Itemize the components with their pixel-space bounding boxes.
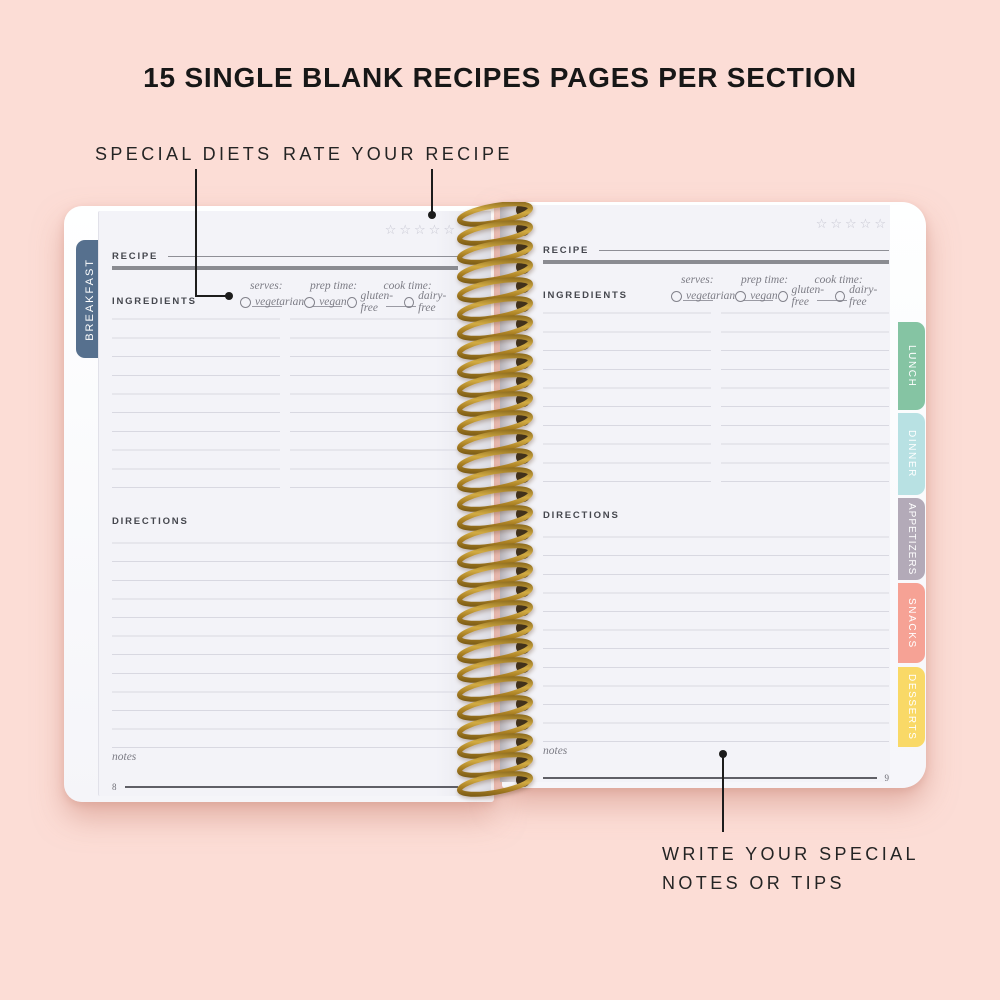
page-number: 8	[112, 782, 117, 792]
divider-rule	[112, 266, 458, 270]
cook-time-label: cook time:	[383, 280, 432, 292]
ingredients-lines-right	[721, 295, 889, 482]
directions-write-area	[112, 525, 458, 748]
recipe-title-row: RECIPE	[112, 251, 458, 262]
section-tab-desserts-label: DESSERTS	[906, 673, 917, 741]
section-tab-breakfast-label: BREAKFAST	[83, 257, 96, 341]
callout-line-special-diets	[195, 169, 197, 297]
recipe-page-right: ☆☆☆☆☆ RECIPE serves: prep time: cook tim…	[543, 205, 889, 783]
section-tab-desserts: DESSERTS	[898, 667, 925, 747]
section-tab-dinner: DINNER	[898, 413, 925, 495]
serves-label: serves:	[250, 280, 283, 292]
recipe-blank-line	[599, 250, 889, 251]
page-title: 15 SINGLE BLANK RECIPES PAGES PER SECTIO…	[143, 62, 857, 93]
callout-special-diets: SPECIAL DIETS	[95, 144, 273, 164]
callout-write-notes-line1: WRITE YOUR SPECIAL	[662, 844, 919, 864]
page-number-row: 8	[112, 782, 458, 792]
page-number: 9	[884, 773, 890, 783]
callout-rate-recipe: RATE YOUR RECIPE	[283, 144, 513, 164]
callout-dot-special-diets	[225, 292, 233, 300]
section-tab-appetizers-label: APPETIZERS	[906, 502, 917, 576]
ingredients-write-area	[543, 295, 889, 482]
section-tab-snacks-label: SNACKS	[906, 597, 917, 649]
section-tab-lunch-label: LUNCH	[906, 344, 917, 388]
ingredients-lines-left	[543, 295, 711, 482]
directions-label: DIRECTIONS	[543, 510, 620, 521]
ingredients-lines-right	[290, 301, 458, 488]
section-tab-snacks: SNACKS	[898, 583, 925, 663]
section-tab-dinner-label: DINNER	[906, 430, 917, 478]
times-row: serves: prep time: cook time:	[250, 276, 458, 312]
star-rating-icons: ☆☆☆☆☆	[815, 217, 889, 232]
callout-dot-write-notes	[719, 750, 727, 758]
callout-line-rate-recipe	[431, 169, 433, 214]
page-number-row: 9	[543, 773, 889, 783]
section-tab-appetizers: APPETIZERS	[898, 498, 925, 580]
prep-time-label: prep time:	[309, 280, 358, 292]
prep-time-label: prep time:	[740, 274, 789, 286]
recipe-label: RECIPE	[112, 251, 159, 262]
directions-write-area	[543, 519, 889, 742]
ingredients-write-area	[112, 301, 458, 488]
callout-line-special-diets-elbow	[195, 295, 228, 297]
spiral-binding-icon	[450, 202, 542, 802]
page-number-line	[543, 777, 877, 779]
page-number-line	[124, 786, 458, 788]
recipe-title-row: RECIPE	[543, 245, 889, 256]
notes-label: notes	[112, 751, 137, 763]
directions-row: DIRECTIONS	[543, 505, 620, 523]
star-rating-icons: ☆☆☆☆☆	[384, 223, 458, 238]
ingredients-lines-left	[112, 301, 280, 488]
recipe-page-left: ☆☆☆☆☆ RECIPE serves: prep time: cook tim…	[112, 211, 458, 796]
callout-dot-rate-recipe	[428, 211, 436, 219]
callout-write-notes-line2: NOTES OR TIPS	[662, 873, 845, 893]
section-tab-lunch: LUNCH	[898, 322, 925, 410]
directions-row: DIRECTIONS	[112, 511, 189, 529]
cook-time-label: cook time:	[814, 274, 863, 286]
divider-rule	[543, 260, 889, 264]
serves-label: serves:	[681, 274, 714, 286]
notes-label: notes	[543, 745, 568, 757]
recipe-label: RECIPE	[543, 245, 590, 256]
callout-line-write-notes	[722, 757, 724, 832]
directions-label: DIRECTIONS	[112, 516, 189, 527]
recipe-blank-line	[168, 256, 458, 257]
callout-write-notes: WRITE YOUR SPECIAL NOTES OR TIPS	[662, 840, 919, 898]
